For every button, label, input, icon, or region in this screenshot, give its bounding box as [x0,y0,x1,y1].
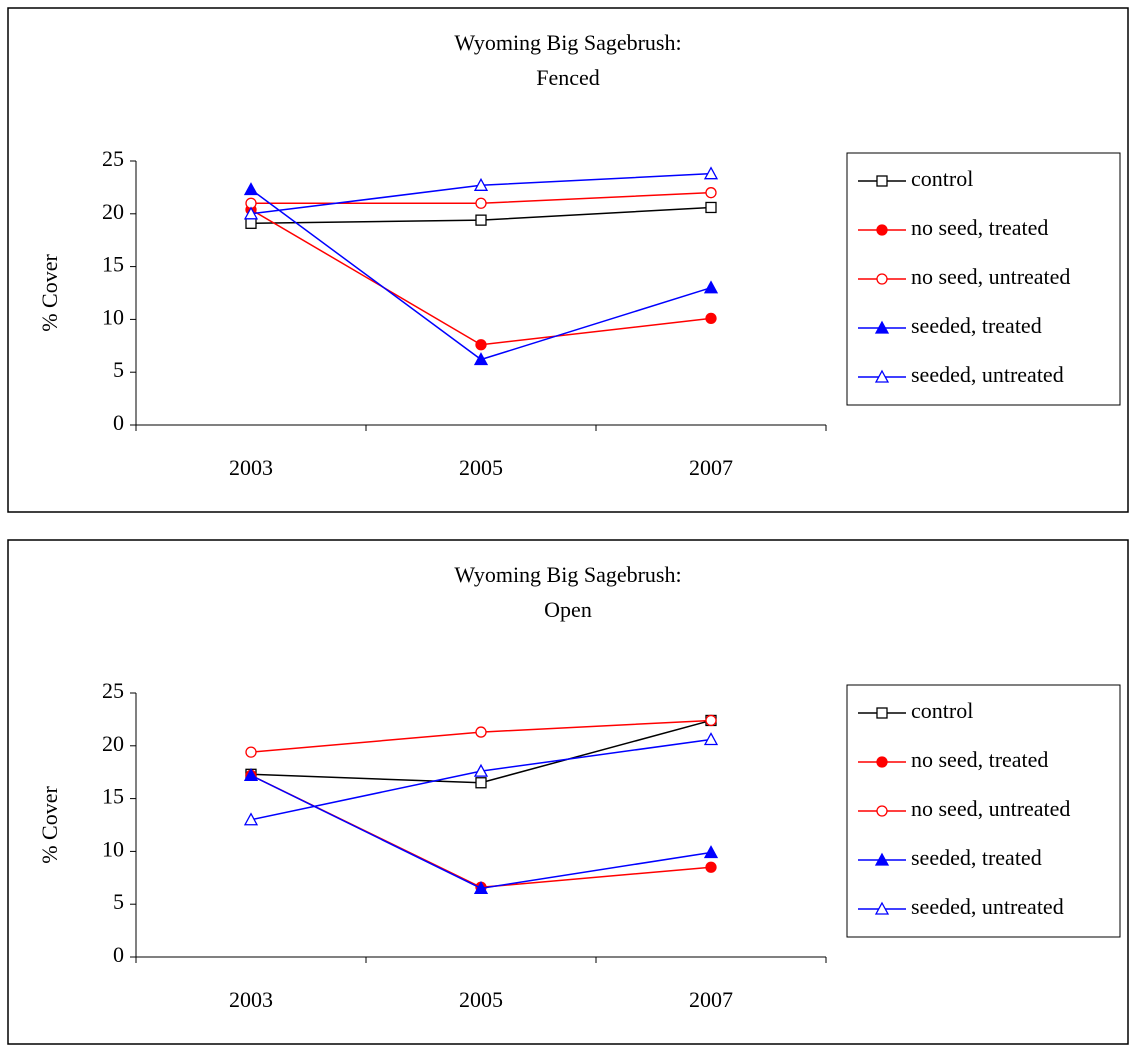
marker [703,845,719,859]
chart: Wyoming Big Sagebrush: Fenced % Cover 0 5 10 1… [7,7,1129,513]
legend-label: seeded, treated [911,845,1042,870]
x-tick-label: 2007 [689,987,733,1012]
marker [243,768,259,782]
marker [243,812,259,826]
marker [874,901,890,915]
chart-title: Wyoming Big Sagebrush: [454,30,681,55]
chart-title: Fenced [536,65,600,90]
y-tick-label: 10 [102,836,124,861]
chart-title: Wyoming Big Sagebrush: [454,562,681,587]
legend-label: no seed, untreated [911,796,1070,821]
marker [475,214,487,226]
marker [475,339,487,351]
series-line [250,774,712,890]
x-tick-label: 2005 [459,987,503,1012]
legend-label: control [911,166,973,191]
marker [705,187,717,199]
y-tick-label: 20 [102,199,124,224]
x-tick-label: 2003 [229,455,273,480]
marker [876,273,888,285]
marker [243,182,259,196]
marker [245,217,257,229]
y-tick-label: 25 [102,146,124,171]
legend-label: control [911,698,973,723]
y-tick-label: 0 [113,942,124,967]
x-tick-label: 2005 [459,455,503,480]
marker [874,369,890,383]
marker [473,763,489,777]
y-tick-label: 5 [113,357,124,382]
marker [705,714,717,727]
marker [876,707,888,719]
legend-label: no seed, treated [911,215,1048,240]
chart: Wyoming Big Sagebrush: Open % Cover 0 5 10 15 2… [7,539,1129,1045]
legend-label: seeded, untreated [911,362,1064,387]
x-tick-label: 2003 [229,987,273,1012]
legend-label: no seed, untreated [911,264,1070,289]
y-tick-label: 20 [102,731,124,756]
marker [703,166,719,180]
legend-label: seeded, treated [911,313,1042,338]
marker [703,280,719,294]
y-tick-label: 25 [102,678,124,703]
chart-frame [7,7,1129,513]
marker [876,805,888,817]
marker [876,756,888,768]
marker [473,177,489,191]
marker [705,201,717,214]
legend-label: seeded, untreated [911,894,1064,919]
marker [245,746,257,758]
marker [874,852,890,866]
series-line [250,774,712,889]
marker [475,777,487,789]
chart-frame [7,539,1129,1045]
y-axis-label: % Cover [37,254,62,332]
marker [703,732,719,746]
marker [243,206,259,220]
marker [876,224,888,236]
marker [705,312,717,324]
y-tick-label: 15 [102,784,124,809]
y-tick-label: 0 [113,410,124,435]
y-tick-label: 10 [102,304,124,329]
legend-label: no seed, treated [911,747,1048,772]
marker [475,726,487,738]
y-tick-label: 15 [102,252,124,277]
series-line [250,208,712,346]
marker [874,320,890,334]
y-tick-label: 5 [113,889,124,914]
marker [475,197,487,209]
chart-title: Open [544,597,592,622]
marker [876,175,888,187]
y-axis-label: % Cover [37,786,62,864]
marker [473,352,489,366]
marker [473,881,489,895]
x-tick-label: 2007 [689,455,733,480]
marker [705,861,717,873]
